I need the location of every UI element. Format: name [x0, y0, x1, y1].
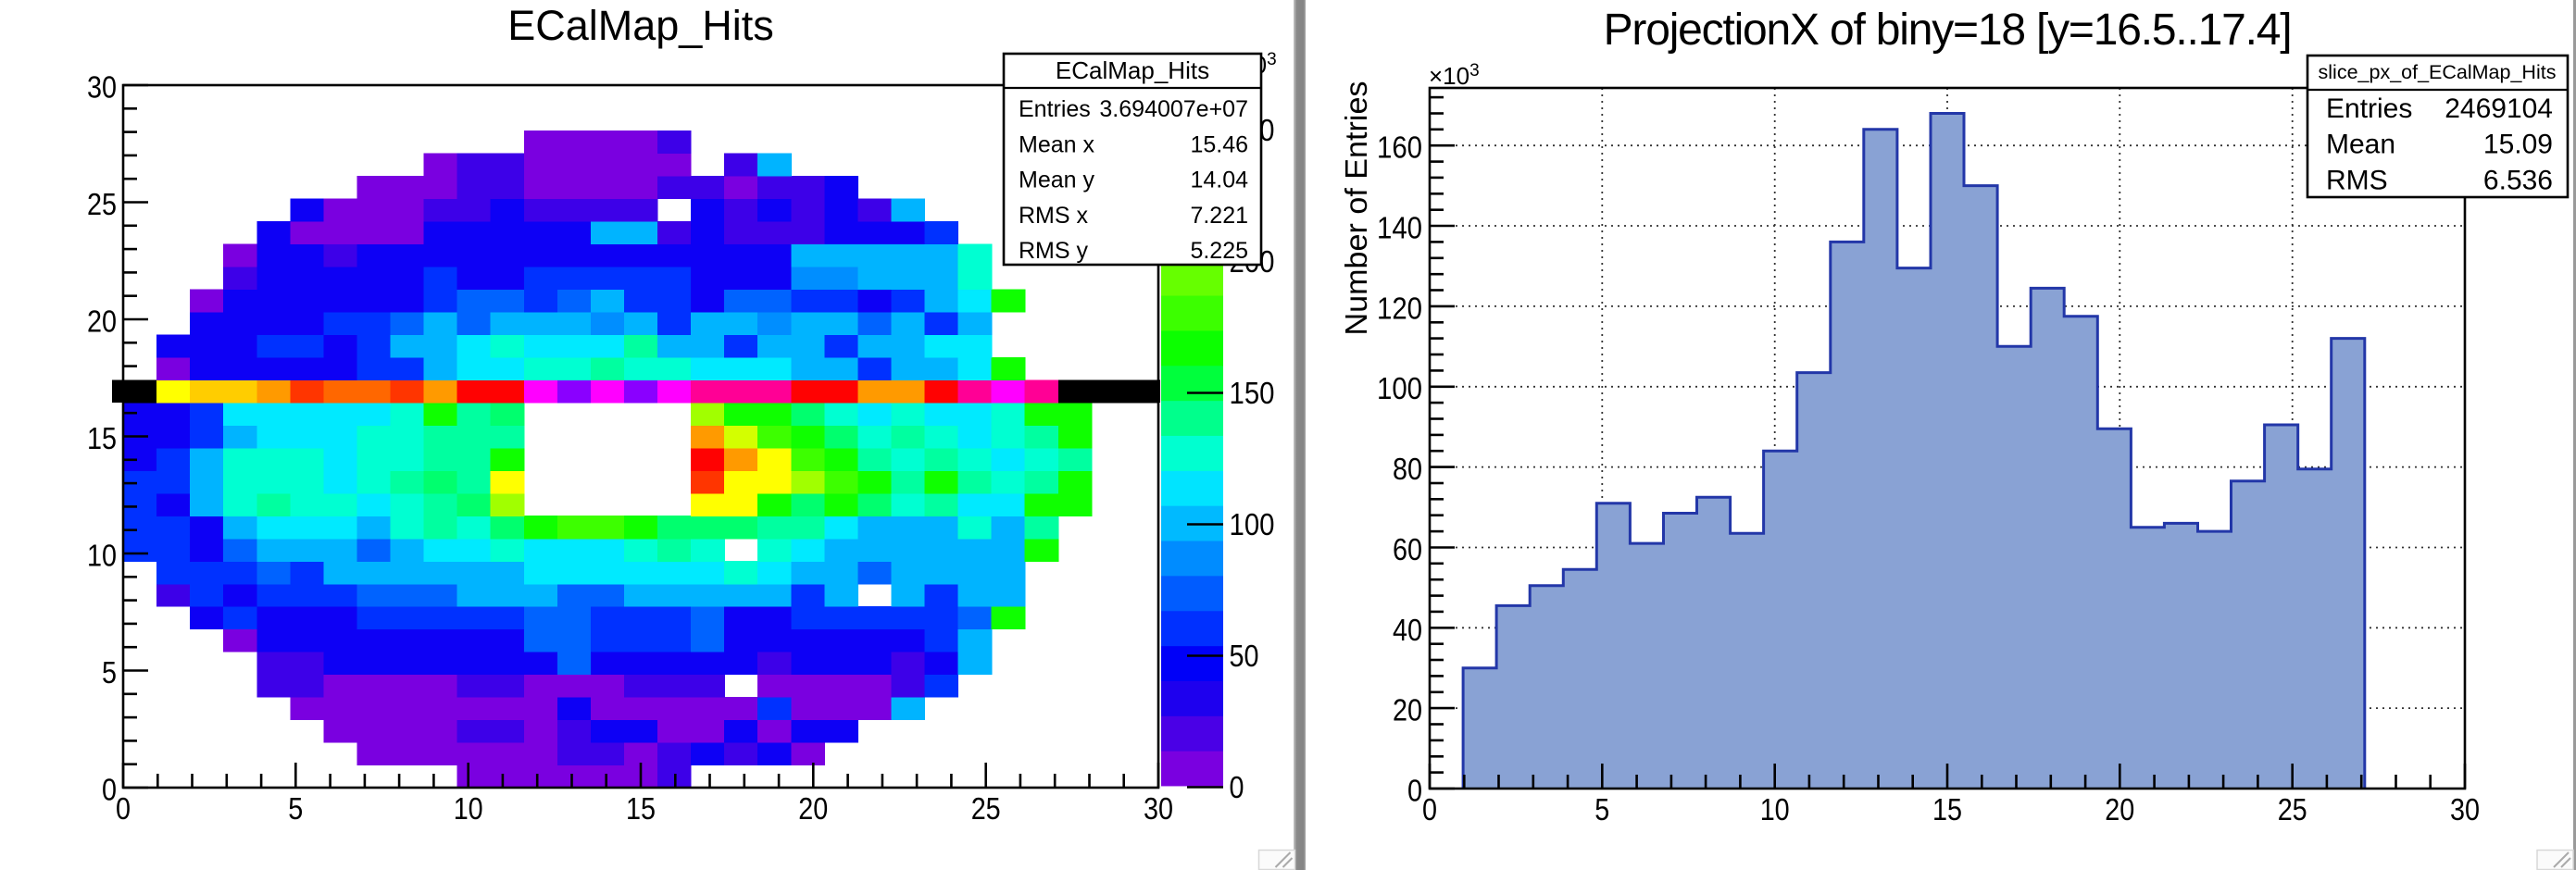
- svg-text:30: 30: [2450, 792, 2480, 826]
- svg-text:RMS x: RMS x: [1019, 203, 1089, 229]
- svg-text:3.694007e+07: 3.694007e+07: [1099, 96, 1248, 122]
- svg-text:0: 0: [1407, 774, 1422, 808]
- svg-text:100: 100: [1377, 371, 1422, 405]
- svg-text:Mean x: Mean x: [1019, 131, 1094, 157]
- svg-text:120: 120: [1377, 291, 1422, 325]
- svg-text:RMS: RMS: [2326, 165, 2388, 195]
- svg-text:30: 30: [87, 70, 117, 105]
- svg-text:Mean y: Mean y: [1019, 168, 1094, 193]
- svg-text:Entries: Entries: [2326, 93, 2412, 124]
- svg-text:slice_px_of_ECalMap_Hits: slice_px_of_ECalMap_Hits: [2319, 61, 2557, 83]
- svg-text:160: 160: [1377, 130, 1422, 165]
- svg-text:5.225: 5.225: [1190, 238, 1248, 264]
- svg-text:80: 80: [1393, 452, 1422, 486]
- svg-text:10: 10: [1760, 792, 1790, 826]
- svg-text:25: 25: [87, 187, 117, 221]
- svg-text:150: 150: [1230, 376, 1275, 410]
- svg-text:10: 10: [87, 539, 117, 573]
- svg-text:0: 0: [116, 791, 131, 826]
- svg-text:0: 0: [1422, 792, 1437, 826]
- svg-text:100: 100: [1230, 507, 1275, 541]
- svg-text:15.09: 15.09: [2483, 130, 2553, 160]
- svg-text:20: 20: [2105, 792, 2134, 826]
- svg-text:20: 20: [87, 304, 117, 339]
- svg-text:25: 25: [971, 791, 1001, 826]
- svg-text:Number of Entries: Number of Entries: [1339, 81, 1373, 336]
- svg-text:6.536: 6.536: [2483, 165, 2553, 195]
- svg-text:40: 40: [1393, 613, 1422, 647]
- svg-text:5: 5: [1594, 792, 1609, 826]
- svg-text:15: 15: [87, 421, 117, 455]
- svg-text:0: 0: [1230, 770, 1244, 804]
- svg-text:5: 5: [288, 791, 303, 826]
- svg-text:7.221: 7.221: [1190, 203, 1248, 229]
- svg-text:50: 50: [1230, 639, 1259, 673]
- svg-text:Entries: Entries: [1019, 96, 1091, 122]
- svg-text:20: 20: [798, 791, 828, 826]
- svg-text:5: 5: [102, 655, 117, 690]
- svg-text:ECalMap_Hits: ECalMap_Hits: [1056, 56, 1209, 84]
- svg-text:60: 60: [1393, 532, 1422, 566]
- svg-text:ECalMap_Hits: ECalMap_Hits: [507, 2, 774, 49]
- svg-text:30: 30: [1144, 791, 1173, 826]
- svg-text:RMS y: RMS y: [1019, 238, 1089, 264]
- svg-text:15.46: 15.46: [1190, 131, 1248, 157]
- svg-text:15: 15: [1932, 792, 1962, 826]
- svg-text:10: 10: [454, 791, 483, 826]
- svg-text:15: 15: [626, 791, 656, 826]
- svg-text:25: 25: [2278, 792, 2307, 826]
- svg-text:0: 0: [102, 773, 117, 807]
- svg-text:20: 20: [1393, 693, 1422, 727]
- svg-text:ProjectionX of biny=18 [y=16.5: ProjectionX of biny=18 [y=16.5..17.4]: [1604, 6, 2292, 55]
- svg-text:2469104: 2469104: [2445, 93, 2553, 124]
- svg-text:140: 140: [1377, 211, 1422, 245]
- svg-text:14.04: 14.04: [1190, 168, 1248, 193]
- svg-text:Mean: Mean: [2326, 130, 2395, 160]
